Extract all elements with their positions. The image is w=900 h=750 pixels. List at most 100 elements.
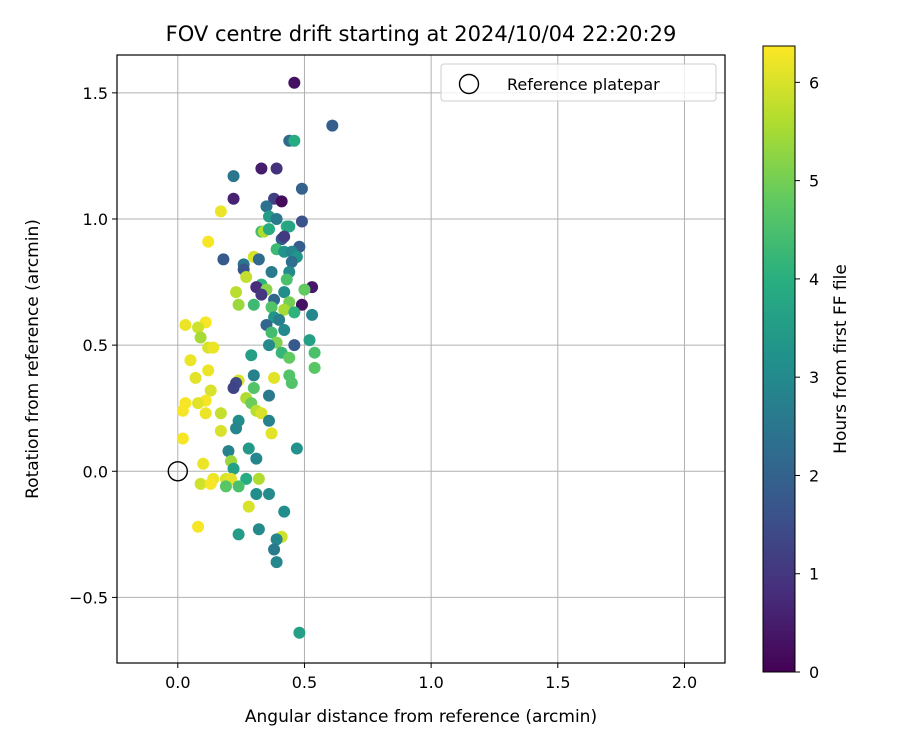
data-point bbox=[250, 487, 263, 500]
data-point bbox=[207, 341, 220, 354]
data-point bbox=[232, 298, 245, 311]
data-point bbox=[265, 326, 278, 339]
x-tick-label: 1.0 bbox=[418, 673, 443, 692]
data-point bbox=[214, 407, 227, 420]
data-point bbox=[214, 424, 227, 437]
data-point bbox=[194, 331, 207, 344]
x-tick-label: 0.0 bbox=[165, 673, 190, 692]
colorbar-tick-label: 0 bbox=[809, 663, 819, 682]
y-tick-label: 0.5 bbox=[83, 336, 108, 355]
colorbar-tick-label: 4 bbox=[809, 270, 819, 289]
data-point bbox=[242, 442, 255, 455]
legend-box bbox=[440, 63, 717, 102]
data-point bbox=[280, 273, 293, 286]
data-points bbox=[167, 76, 339, 639]
data-point bbox=[255, 162, 268, 175]
data-point bbox=[222, 445, 235, 458]
data-point bbox=[227, 382, 240, 395]
data-point bbox=[255, 407, 268, 420]
data-point bbox=[278, 303, 291, 316]
data-point bbox=[273, 313, 286, 326]
chart-title: FOV centre drift starting at 2024/10/04 … bbox=[166, 22, 677, 46]
data-point bbox=[308, 361, 321, 374]
data-point bbox=[263, 414, 275, 427]
data-point bbox=[176, 432, 189, 445]
colorbar-tick-label: 6 bbox=[809, 73, 819, 92]
data-point bbox=[298, 283, 311, 296]
data-point bbox=[326, 119, 339, 132]
data-point bbox=[240, 472, 253, 485]
data-point bbox=[252, 472, 265, 485]
data-point bbox=[245, 349, 258, 362]
data-point bbox=[295, 298, 308, 311]
data-point bbox=[202, 364, 215, 377]
data-point bbox=[227, 462, 240, 475]
data-point bbox=[176, 404, 189, 417]
data-point bbox=[278, 323, 291, 336]
data-point bbox=[263, 339, 275, 352]
data-point bbox=[270, 212, 283, 225]
y-axis-label: Rotation from reference (arcmin) bbox=[23, 219, 43, 499]
data-point bbox=[288, 76, 301, 89]
data-point bbox=[288, 339, 301, 352]
data-point bbox=[260, 200, 273, 213]
y-tick-label: 0.0 bbox=[83, 462, 108, 481]
data-point bbox=[217, 253, 230, 266]
x-tick-label: 0.5 bbox=[292, 673, 317, 692]
legend-entry-reference: Reference platepar bbox=[507, 75, 660, 94]
data-point bbox=[278, 230, 291, 243]
data-point bbox=[288, 134, 301, 147]
grid bbox=[117, 55, 725, 663]
data-point bbox=[278, 505, 291, 518]
data-point bbox=[247, 298, 260, 311]
data-point bbox=[227, 192, 240, 205]
data-point bbox=[232, 480, 245, 493]
data-point bbox=[250, 452, 263, 465]
data-point bbox=[283, 220, 296, 233]
colorbar-tick-label: 2 bbox=[809, 466, 819, 485]
legend: Reference platepar bbox=[440, 63, 717, 102]
data-point bbox=[265, 301, 278, 314]
data-point bbox=[293, 626, 306, 639]
colorbar-gradient bbox=[762, 45, 796, 673]
data-point bbox=[255, 288, 268, 301]
data-point bbox=[202, 235, 215, 248]
data-point bbox=[263, 487, 275, 500]
data-point bbox=[270, 556, 283, 569]
data-point bbox=[184, 354, 197, 367]
data-point bbox=[290, 442, 303, 455]
colorbar: 0 1 2 3 4 5 6 Hours from first FF file bbox=[762, 45, 851, 682]
data-point bbox=[265, 427, 278, 440]
reference-marker bbox=[167, 461, 189, 482]
data-point bbox=[192, 321, 205, 334]
data-point bbox=[283, 351, 296, 364]
y-tick-label: −0.5 bbox=[69, 588, 108, 607]
data-point bbox=[204, 477, 217, 490]
data-point bbox=[263, 223, 275, 236]
data-point bbox=[288, 306, 301, 319]
data-point bbox=[242, 500, 255, 513]
legend-reference-marker bbox=[458, 73, 480, 95]
data-point bbox=[247, 382, 260, 395]
x-axis: 0.0 0.5 1.0 1.5 2.0 bbox=[165, 663, 697, 692]
colorbar-ticks: 0 1 2 3 4 5 6 bbox=[795, 73, 819, 682]
data-point bbox=[204, 384, 217, 397]
y-axis: −0.5 0.0 0.5 1.0 1.5 bbox=[69, 84, 117, 607]
data-point bbox=[275, 195, 288, 208]
colorbar-tick-label: 5 bbox=[809, 172, 819, 191]
colorbar-tick-label: 1 bbox=[809, 565, 819, 584]
data-point bbox=[268, 543, 281, 556]
x-tick-label: 1.5 bbox=[545, 673, 570, 692]
data-point bbox=[303, 334, 316, 347]
data-point bbox=[306, 308, 319, 321]
y-tick-label: 1.0 bbox=[83, 210, 108, 229]
x-axis-label: Angular distance from reference (arcmin) bbox=[245, 707, 597, 727]
colorbar-tick-label: 3 bbox=[809, 368, 819, 387]
data-point bbox=[295, 215, 308, 228]
data-point bbox=[199, 407, 212, 420]
data-point bbox=[230, 286, 243, 299]
data-point bbox=[227, 170, 240, 183]
data-point bbox=[268, 371, 281, 384]
data-point bbox=[240, 271, 253, 284]
